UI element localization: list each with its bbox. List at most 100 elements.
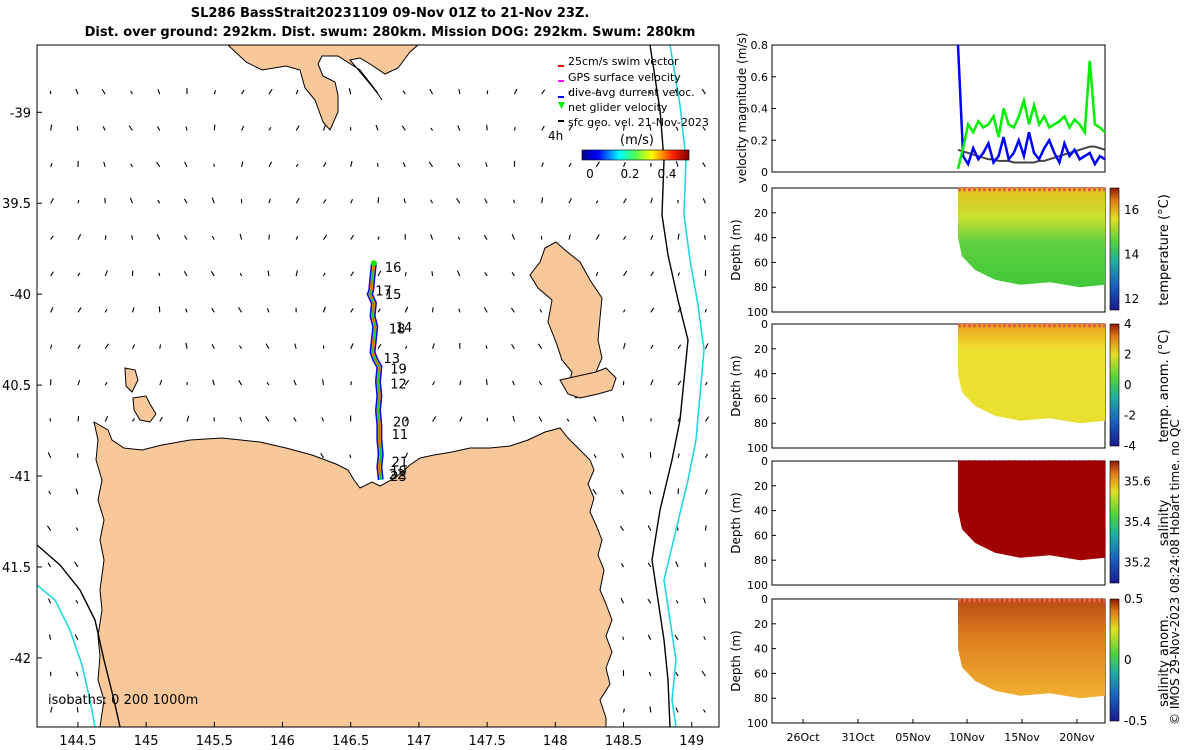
current-arrow	[132, 418, 135, 422]
legend-dive-avg: dive-avg current veloc.	[558, 86, 695, 99]
current-arrow	[268, 161, 273, 168]
day-label: 22	[389, 468, 406, 483]
day-label: 12	[390, 377, 407, 392]
current-arrow	[211, 307, 215, 313]
current-arrow	[701, 670, 706, 677]
current-arrow	[512, 415, 515, 422]
current-arrow	[350, 234, 355, 240]
heatmap-y-tick-label: 100	[747, 306, 768, 319]
current-arrow	[211, 344, 215, 349]
current-arrow	[623, 270, 628, 277]
heatmap-colorbar	[1109, 598, 1120, 722]
current-arrow	[241, 125, 245, 131]
current-arrow	[47, 452, 52, 459]
heatmap-y-tick-label: 0	[761, 455, 768, 468]
current-arrow	[75, 88, 79, 95]
velocity-series-line	[956, 44, 1106, 168]
current-arrow	[432, 416, 437, 422]
current-arrow	[541, 125, 545, 131]
current-arrow	[185, 308, 188, 313]
legend-sfc-label: sfc geo. vel. 21-Nov-2023	[568, 116, 709, 129]
current-arrow	[650, 379, 654, 386]
map-y-tick-label: -42	[10, 652, 31, 667]
current-arrow	[377, 343, 382, 350]
current-arrow	[456, 198, 461, 204]
current-arrow	[350, 199, 354, 204]
heatmap-colorbar-tick: -2	[1124, 409, 1136, 423]
velocity-series-line	[957, 145, 1106, 164]
current-arrow	[131, 307, 135, 313]
current-arrow	[622, 342, 626, 349]
current-arrow	[510, 307, 515, 313]
colorbar-label: (m/s)	[620, 133, 654, 148]
isobath-1000m	[663, 45, 705, 727]
heatmap-ylabel: Depth (m)	[729, 492, 743, 553]
current-arrow	[211, 235, 215, 240]
current-arrow	[432, 307, 434, 313]
day-label: 16	[385, 261, 402, 276]
heatmap-colorbar-label: temperature (°C)	[1157, 194, 1172, 306]
current-arrow	[650, 235, 654, 240]
current-arrow	[293, 380, 297, 386]
current-arrow	[622, 636, 625, 640]
current-arrow	[677, 272, 680, 277]
legend-time-step: 4h	[548, 129, 563, 143]
current-arrow	[185, 342, 188, 349]
current-arrow	[595, 126, 599, 131]
current-arrow	[75, 527, 79, 531]
current-arrow	[702, 709, 706, 713]
heatmap-panel: 0 20 40 60 80 100 Depth (m) 12 14 16 temperature (…	[729, 182, 1172, 319]
current-arrow	[619, 525, 624, 531]
current-arrow	[402, 162, 406, 168]
current-arrow	[322, 379, 324, 386]
current-arrow	[541, 89, 546, 95]
imos-credit: © IMOS 29-Nov-2023 08:24:08 Hobart time.…	[1168, 419, 1182, 725]
current-arrow	[485, 162, 488, 168]
current-arrow	[647, 525, 652, 531]
current-arrow	[541, 162, 544, 168]
current-arrow	[266, 382, 270, 386]
current-arrow	[568, 162, 572, 168]
current-arrow	[211, 197, 215, 204]
current-arrow	[648, 671, 652, 677]
map-y-tick-label: 40.5	[2, 379, 31, 394]
current-arrow	[702, 162, 706, 168]
current-arrow	[566, 418, 570, 422]
current-arrow	[483, 234, 488, 240]
time-x-tick-label: 05Nov	[895, 731, 931, 744]
current-arrow	[623, 309, 626, 313]
current-arrow	[130, 90, 133, 95]
land-king-island	[124, 367, 139, 393]
current-arrow	[74, 634, 79, 640]
current-arrow	[50, 344, 53, 349]
current-arrow	[538, 416, 543, 422]
current-arrow	[650, 418, 652, 422]
current-arrow	[483, 306, 488, 313]
current-arrow	[430, 127, 434, 131]
current-arrow	[649, 124, 652, 131]
current-arrow	[104, 270, 108, 277]
current-arrow	[50, 124, 53, 131]
current-arrow	[320, 452, 324, 459]
current-arrow	[486, 90, 489, 95]
current-arrow	[48, 634, 52, 640]
current-arrow	[50, 163, 53, 168]
track-net	[369, 263, 382, 480]
current-arrow	[511, 234, 515, 240]
current-arrow	[677, 344, 682, 350]
current-arrow	[620, 563, 624, 568]
legend-gps-label: GPS surface velocity	[568, 71, 681, 84]
current-arrow	[131, 344, 136, 349]
current-arrow	[101, 88, 106, 95]
current-arrow	[322, 125, 326, 131]
current-arrow	[183, 198, 188, 204]
heatmap-y-tick-label: 80	[754, 554, 768, 567]
heatmap-y-tick-label: 100	[747, 717, 768, 730]
current-arrow	[675, 599, 679, 604]
current-arrow	[74, 561, 79, 568]
current-arrow	[294, 343, 297, 349]
current-arrow	[238, 345, 243, 350]
current-arrow	[268, 198, 271, 204]
